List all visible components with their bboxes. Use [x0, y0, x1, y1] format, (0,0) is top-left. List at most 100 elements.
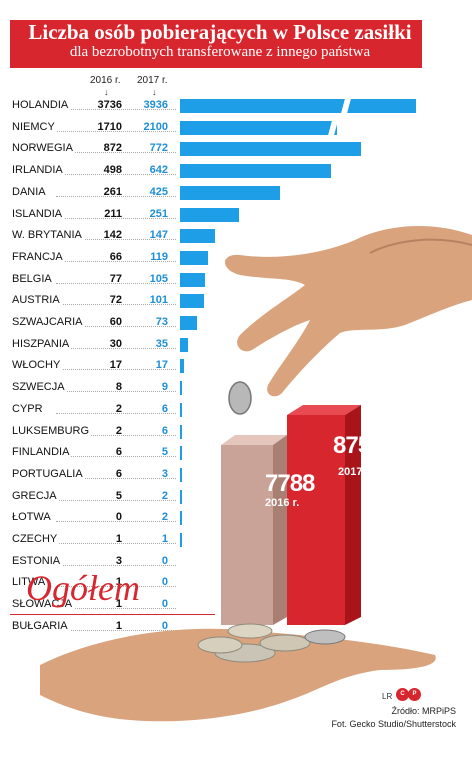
table-row: CZECHY 1 1 — [0, 530, 472, 550]
bar-2017 — [180, 533, 182, 547]
country-label: ESTONIA — [12, 555, 63, 567]
country-label: GRECJA — [12, 490, 59, 502]
bar-2017 — [180, 316, 197, 330]
row-leader-dots — [56, 543, 176, 544]
row-leader-dots — [56, 283, 176, 284]
value-2016: 1 — [115, 576, 122, 588]
country-label: SZWECJA — [12, 381, 67, 393]
value-2017: 1 — [161, 533, 168, 545]
value-2017: 17 — [155, 359, 168, 371]
table-row: ŁOTWA 0 2 — [0, 508, 472, 528]
country-label: IRLANDIA — [12, 164, 65, 176]
row-leader-dots — [56, 109, 176, 110]
value-2016: 1710 — [97, 121, 122, 133]
value-2017: 105 — [149, 273, 168, 285]
row-leader-dots — [56, 261, 176, 262]
chart-subtitle: dla bezrobotnych transferowane z innego … — [69, 44, 371, 60]
country-label: SZWAJCARIA — [12, 316, 85, 328]
value-2016: 1 — [115, 620, 122, 632]
table-row: GRECJA 5 2 — [0, 487, 472, 507]
country-label: LUKSEMBURG — [12, 425, 92, 437]
bar-2017 — [180, 251, 208, 265]
total-2017-value: 8757 — [333, 432, 383, 459]
bar-2017 — [180, 359, 184, 373]
row-leader-dots — [56, 174, 176, 175]
bar-2017 — [180, 273, 205, 287]
value-2016: 30 — [109, 338, 122, 350]
row-leader-dots — [56, 391, 176, 392]
value-2016: 60 — [109, 316, 122, 328]
author-initials: LR — [382, 692, 393, 701]
table-row: AUSTRIA 72 101 — [0, 291, 472, 311]
value-2017: 73 — [155, 316, 168, 328]
value-2016: 77 — [109, 273, 122, 285]
table-row: ESTONIA 3 0 — [0, 552, 472, 572]
table-row: DANIA 261 425 — [0, 183, 472, 203]
country-label: BUŁGARIA — [12, 620, 70, 632]
country-label: PORTUGALIA — [12, 468, 85, 480]
arrow-down-icon: ↓ — [104, 87, 109, 97]
value-2017: 6 — [161, 425, 168, 437]
row-leader-dots — [56, 131, 176, 132]
total-bar-2016 — [221, 435, 287, 625]
source-credit: Źródło: MRPiPS — [391, 706, 456, 716]
value-2017: 0 — [161, 555, 168, 567]
value-2016: 6 — [115, 468, 122, 480]
value-2017: 3 — [161, 468, 168, 480]
header-banner — [10, 20, 422, 68]
country-label: NIEMCY — [12, 121, 57, 133]
table-row: LUKSEMBURG 2 6 — [0, 422, 472, 442]
country-label: CZECHY — [12, 533, 60, 545]
value-2016: 8 — [115, 381, 122, 393]
value-2016: 498 — [103, 164, 122, 176]
value-2017: 119 — [150, 251, 168, 263]
value-2017: 6 — [161, 403, 168, 415]
value-2016: 0 — [115, 511, 122, 523]
country-label: ŁOTWA — [12, 511, 53, 523]
total-bar-2017 — [287, 405, 361, 625]
value-2016: 872 — [103, 142, 122, 154]
bar-2017 — [180, 121, 337, 135]
country-label: HOLANDIA — [12, 99, 71, 111]
row-leader-dots — [56, 304, 176, 305]
bar-2017 — [180, 381, 182, 395]
country-label: WŁOCHY — [12, 359, 63, 371]
value-2017: 251 — [149, 208, 168, 220]
bar-2017 — [180, 468, 182, 482]
row-leader-dots — [56, 152, 176, 153]
country-label: FRANCJA — [12, 251, 65, 263]
bar-2017 — [180, 99, 416, 113]
row-leader-dots — [56, 435, 176, 436]
row-leader-dots — [56, 521, 176, 522]
row-leader-dots — [56, 608, 176, 609]
totals-bar-chart — [221, 405, 361, 625]
bar-2017 — [180, 229, 215, 243]
value-2016: 1 — [115, 598, 122, 610]
country-label: SŁOWACJA — [12, 598, 75, 610]
open-hand-with-coins-illustration — [40, 623, 436, 722]
country-label: LITWA — [12, 576, 48, 588]
value-2017: 642 — [149, 164, 168, 176]
row-leader-dots — [56, 456, 176, 457]
value-2016: 3 — [115, 555, 122, 567]
row-leader-dots — [56, 586, 176, 587]
table-row: W. BRYTANIA 142 147 — [0, 226, 472, 246]
value-2016: 17 — [109, 359, 122, 371]
bar-2017 — [180, 164, 331, 178]
bar-2017 — [180, 446, 182, 460]
country-label: HISZPANIA — [12, 338, 72, 350]
value-2016: 142 — [103, 229, 122, 241]
bar-2017 — [180, 403, 182, 417]
country-label: CYPR — [12, 403, 45, 415]
country-label: DANIA — [12, 186, 48, 198]
country-label: AUSTRIA — [12, 294, 62, 306]
country-label: ISLANDIA — [12, 208, 65, 220]
row-leader-dots — [56, 565, 176, 566]
value-2017: 35 — [155, 338, 168, 350]
row-leader-dots — [56, 478, 176, 479]
bar-2017 — [180, 425, 182, 439]
table-row: BELGIA 77 105 — [0, 270, 472, 290]
value-2016: 261 — [103, 186, 122, 198]
value-2017: 2 — [161, 490, 168, 502]
table-row: LITWA 1 0 — [0, 573, 472, 593]
